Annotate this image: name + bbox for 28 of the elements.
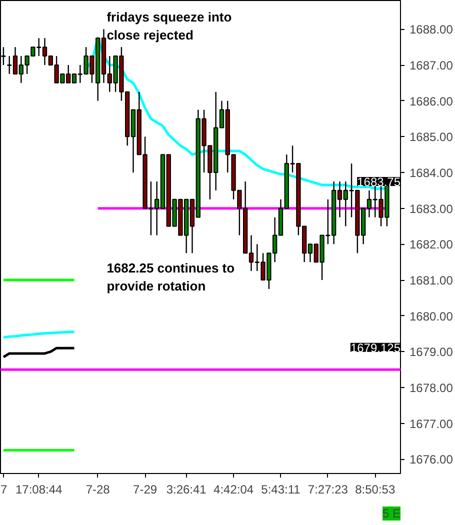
y-tick-label: 1685.00 (410, 130, 454, 144)
text: 5 E (382, 506, 401, 520)
annotation: 1679.125 (350, 340, 401, 355)
annotation: 1682.25 continues to provide rotation (106, 260, 235, 294)
y-tick-label: 1681.00 (410, 274, 454, 288)
y-tick-label: 1684.00 (410, 166, 454, 180)
x-tick-label: 7-29 (133, 482, 158, 496)
y-tick-label: 1676.00 (410, 452, 454, 467)
x-tick-label: 7 (0, 482, 8, 496)
x-tick-label: 4:42:04 (214, 482, 254, 496)
y-tick-label: 1688.00 (410, 22, 454, 37)
y-tick-label: 1686.00 (410, 94, 454, 108)
x-tick-label: 7-28 (86, 482, 110, 496)
y-tick-label: 1680.00 (410, 309, 454, 324)
y-tick-label: 1678.00 (410, 381, 454, 395)
x-tick-label: 7:27:23 (308, 482, 348, 496)
x-tick-label: 3:26:41 (166, 482, 207, 496)
y-tick-label: 1677.00 (410, 416, 454, 431)
x-tick-label: 17:08:44 (15, 482, 63, 496)
y-tick-label: 1683.00 (410, 202, 454, 216)
annotation: 1683.75 (357, 174, 401, 189)
x-tick-label: 8:50:53 (355, 482, 396, 496)
y-tick-label: 1687.00 (410, 58, 454, 72)
y-tick-label: 1682.00 (410, 238, 454, 252)
annotation: fridays squeeze into close rejected (106, 9, 232, 42)
x-tick-label: 5:43:11 (261, 482, 301, 496)
line-series (2, 346, 76, 358)
y-tick-label: 1679.00 (410, 345, 454, 360)
